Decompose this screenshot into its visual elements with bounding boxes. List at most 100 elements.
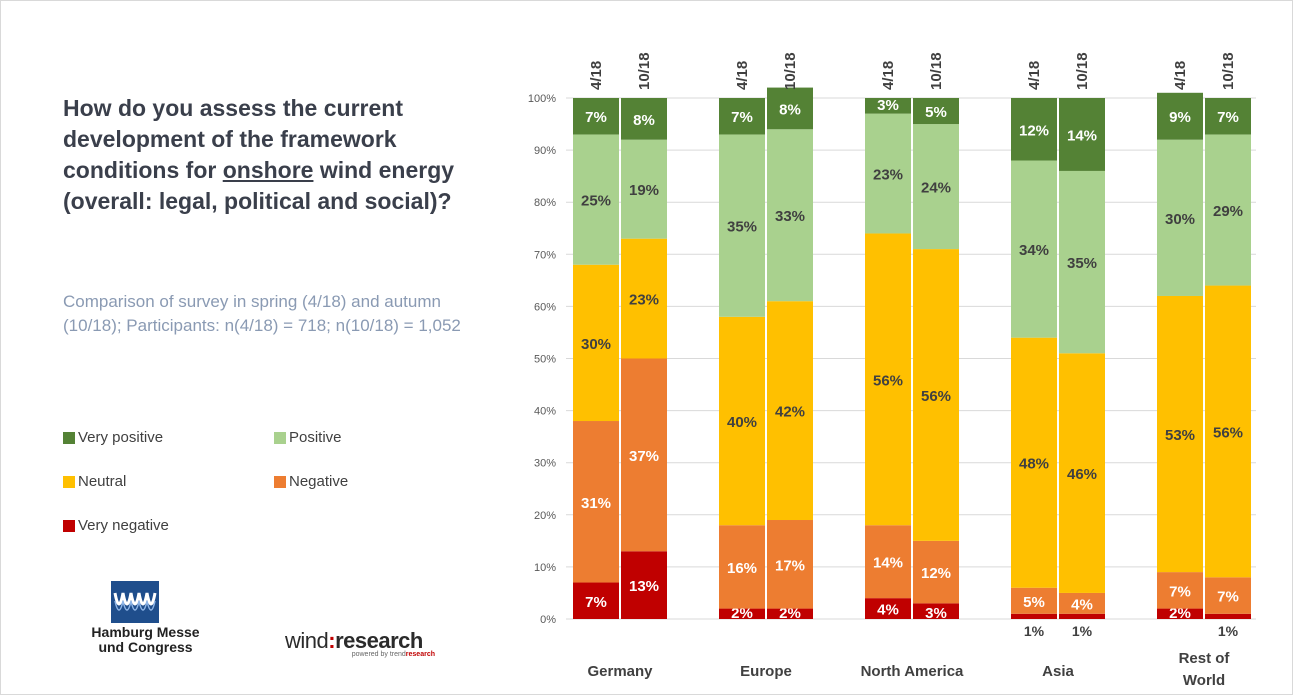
windresearch-logo: wind:research powered by trendresearch bbox=[285, 629, 445, 669]
wr-logo-part-a: wind bbox=[285, 628, 329, 653]
legend-label-negative: Negative bbox=[289, 473, 349, 490]
period-label: 10/18 bbox=[1074, 52, 1091, 90]
bar-segment bbox=[621, 551, 667, 619]
legend-item-negative: Negative bbox=[274, 473, 348, 490]
wr-logo-colon: : bbox=[328, 628, 336, 653]
period-label: 4/18 bbox=[734, 61, 751, 90]
legend-swatch-very-negative bbox=[63, 519, 75, 532]
data-label: 30% bbox=[581, 336, 611, 353]
legend-item-very-positive: Very positive bbox=[63, 429, 163, 446]
bar-segment bbox=[621, 98, 667, 140]
y-tick-label: 20% bbox=[534, 510, 556, 522]
bar-segment bbox=[719, 134, 765, 317]
hmc-logo-line2: und Congress bbox=[98, 639, 193, 655]
legend-label-very-positive: Very positive bbox=[78, 429, 164, 446]
legend-swatch-very-positive bbox=[63, 431, 75, 444]
data-label: 14% bbox=[1067, 127, 1097, 144]
bar-segment bbox=[621, 358, 667, 552]
data-label: 16% bbox=[727, 560, 757, 577]
bar-segment bbox=[621, 238, 667, 359]
data-label: 48% bbox=[1019, 456, 1049, 473]
hmc-logo-text: Hamburg Messe und Congress bbox=[63, 625, 228, 655]
bar-segment bbox=[1157, 139, 1203, 296]
data-label: 8% bbox=[779, 101, 801, 118]
data-label: 53% bbox=[1165, 427, 1195, 444]
data-label: 56% bbox=[1213, 424, 1243, 441]
bar-segment bbox=[1011, 613, 1057, 619]
data-label: 29% bbox=[1213, 203, 1243, 220]
data-label: 9% bbox=[1169, 109, 1191, 126]
data-label: 7% bbox=[1217, 589, 1239, 606]
legend-swatch-negative bbox=[274, 475, 286, 488]
bar-segment bbox=[767, 608, 813, 619]
bar-segment bbox=[1157, 572, 1203, 609]
question-text-part2: wind energy (overall: legal, political a… bbox=[63, 157, 455, 214]
survey-subtitle: Comparison of survey in spring (4/18) an… bbox=[63, 292, 461, 335]
y-tick-label: 90% bbox=[534, 145, 556, 157]
question-title: How do you assess the current developmen… bbox=[63, 93, 493, 217]
data-label: 33% bbox=[775, 208, 805, 225]
data-label: 56% bbox=[873, 372, 903, 389]
data-label: 3% bbox=[877, 97, 899, 114]
group-label: Europe bbox=[740, 663, 792, 680]
bar-segment bbox=[1157, 608, 1203, 619]
y-tick-label: 60% bbox=[534, 301, 556, 313]
bar-segment bbox=[1205, 577, 1251, 614]
group-label: Germany bbox=[587, 663, 653, 680]
legend-swatch-neutral bbox=[63, 475, 75, 488]
bar-segment bbox=[573, 98, 619, 135]
data-label: 17% bbox=[775, 557, 805, 574]
bar-segment bbox=[913, 540, 959, 604]
data-label: 23% bbox=[629, 292, 659, 309]
data-label: 7% bbox=[585, 594, 607, 611]
data-label: 1% bbox=[1072, 623, 1093, 639]
data-label: 24% bbox=[921, 180, 951, 197]
bar-segment bbox=[913, 124, 959, 250]
bar-segment bbox=[865, 598, 911, 619]
data-label: 19% bbox=[629, 182, 659, 199]
bar-segment bbox=[1059, 98, 1105, 171]
bar-segment bbox=[1059, 613, 1105, 619]
data-label: 56% bbox=[921, 388, 951, 405]
period-label: 10/18 bbox=[636, 52, 653, 90]
bar-segment bbox=[719, 98, 765, 135]
bar-segment bbox=[913, 249, 959, 541]
wr-logo-tagline-a: powered by trend bbox=[351, 651, 406, 658]
bar-segment bbox=[719, 525, 765, 609]
bar-segment bbox=[1157, 92, 1203, 140]
y-tick-label: 0% bbox=[540, 614, 556, 626]
bar-segment bbox=[1059, 592, 1105, 614]
bar-segment bbox=[913, 98, 959, 125]
wr-logo-tagline: powered by trendresearch bbox=[285, 651, 435, 658]
data-label: 40% bbox=[727, 414, 757, 431]
group-label: Asia bbox=[1042, 663, 1074, 680]
data-label: 13% bbox=[629, 578, 659, 595]
data-label: 42% bbox=[775, 404, 805, 421]
legend-item-very-negative: Very negative bbox=[63, 517, 169, 534]
data-label: 7% bbox=[585, 109, 607, 126]
bar-segment bbox=[573, 582, 619, 619]
group-label: North America bbox=[861, 663, 964, 680]
data-label: 23% bbox=[873, 167, 903, 184]
legend-item-neutral: Neutral bbox=[63, 473, 126, 490]
period-label: 10/18 bbox=[1220, 52, 1237, 90]
bar-segment bbox=[1011, 98, 1057, 161]
hmc-logo-line1: Hamburg Messe bbox=[91, 624, 200, 640]
data-label: 2% bbox=[1169, 605, 1191, 622]
y-tick-label: 10% bbox=[534, 562, 556, 574]
bar-segment bbox=[767, 87, 813, 130]
period-label: 4/18 bbox=[880, 61, 897, 90]
bar-segment bbox=[1205, 98, 1251, 135]
data-label: 12% bbox=[1019, 122, 1049, 139]
bar-segment bbox=[621, 139, 667, 239]
data-label: 1% bbox=[1218, 623, 1239, 639]
period-label: 10/18 bbox=[928, 52, 945, 90]
period-label: 10/18 bbox=[782, 52, 799, 90]
bar-segment bbox=[865, 113, 911, 234]
data-label: 7% bbox=[731, 109, 753, 126]
data-label: 5% bbox=[1023, 594, 1045, 611]
bar-segment bbox=[1205, 613, 1251, 619]
period-label: 4/18 bbox=[1026, 61, 1043, 90]
y-tick-label: 80% bbox=[534, 197, 556, 209]
